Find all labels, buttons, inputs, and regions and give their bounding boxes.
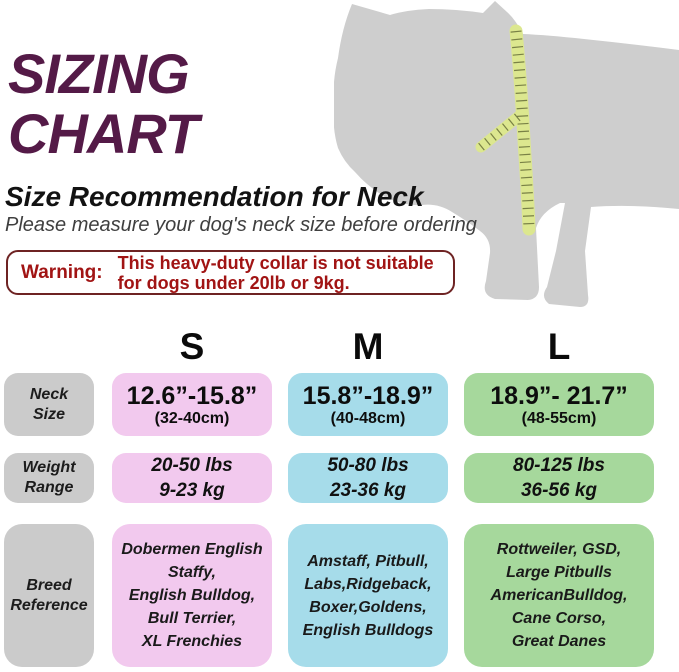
neck-size-cm-l: (48-55cm) bbox=[521, 409, 597, 427]
row-label-neck-size: Neck Size bbox=[4, 373, 94, 436]
breed-reference-cell-m: Amstaff, Pitbull, Labs,Ridgeback, Boxer,… bbox=[288, 524, 448, 667]
measure-note: Please measure your dog's neck size befo… bbox=[5, 214, 477, 236]
size-header-l: L bbox=[547, 326, 571, 367]
warning-label: Warning: bbox=[21, 261, 103, 283]
measuring-tape-ticks-branch bbox=[478, 112, 522, 151]
title-line-1: SIZING bbox=[8, 42, 190, 105]
warning-box: Warning: This heavy-duty collar is not s… bbox=[6, 250, 455, 295]
title-line-2: CHART bbox=[8, 102, 199, 165]
dog-silhouette-illustration bbox=[334, 1, 679, 307]
dog-body-silhouette bbox=[334, 1, 679, 307]
warning-text: This heavy-duty collar is not suitable f… bbox=[117, 252, 434, 293]
neck-size-inches-m: 15.8”-18.9” bbox=[302, 381, 434, 410]
size-header-m: M bbox=[352, 326, 384, 367]
row-label-weight-range: Weight Range bbox=[4, 453, 94, 503]
breed-reference-cell-l: Rottweiler, GSD, Large Pitbulls American… bbox=[464, 524, 654, 667]
subtitle: Size Recommendation for Neck bbox=[5, 181, 424, 212]
neck-size-cm-s: (32-40cm) bbox=[154, 409, 230, 427]
neck-size-cell-l: 18.9”- 21.7” (48-55cm) bbox=[464, 373, 654, 436]
neck-size-inches-s: 12.6”-15.8” bbox=[126, 381, 258, 410]
weight-range-cell-l: 80-125 lbs 36-56 kg bbox=[464, 453, 654, 503]
page-title: SIZING CHART bbox=[8, 42, 199, 165]
neck-size-inches-l: 18.9”- 21.7” bbox=[490, 381, 628, 410]
size-header-s: S bbox=[179, 326, 205, 367]
breed-reference-cell-s: Dobermen English Staffy, English Bulldog… bbox=[112, 524, 272, 667]
weight-range-cell-s: 20-50 lbs 9-23 kg bbox=[112, 453, 272, 503]
weight-range-cell-m: 50-80 lbs 23-36 kg bbox=[288, 453, 448, 503]
neck-size-cell-s: 12.6”-15.8” (32-40cm) bbox=[112, 373, 272, 436]
row-label-breed-reference: Breed Reference bbox=[4, 524, 94, 667]
neck-size-cm-m: (40-48cm) bbox=[330, 409, 406, 427]
measuring-tape-main bbox=[509, 24, 536, 236]
neck-size-cell-m: 15.8”-18.9” (40-48cm) bbox=[288, 373, 448, 436]
